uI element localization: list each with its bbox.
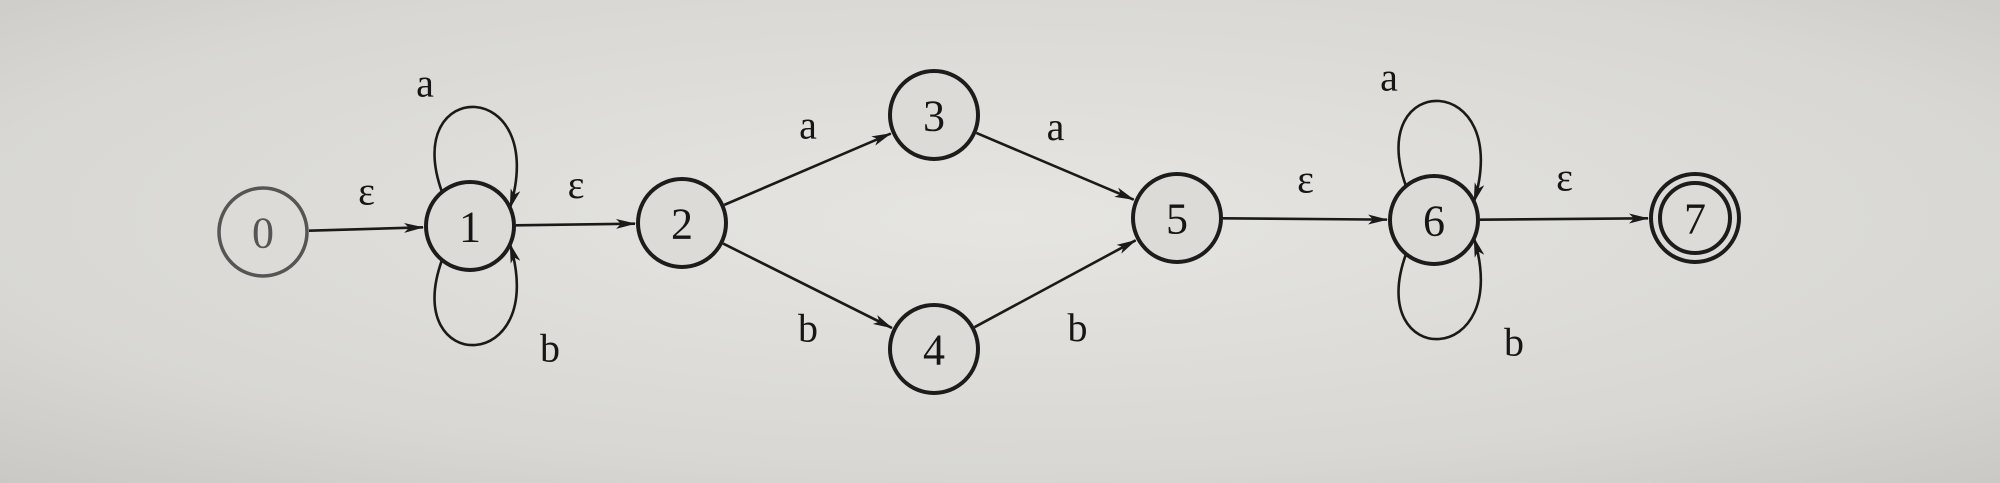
transition-label: b bbox=[540, 326, 560, 371]
state-label: 1 bbox=[459, 203, 481, 252]
transition-label: ε bbox=[358, 169, 375, 214]
transition-5-to-6 bbox=[1222, 214, 1389, 225]
state-circle bbox=[888, 69, 980, 161]
transition-label: ε bbox=[1556, 155, 1573, 200]
state-circle bbox=[1131, 172, 1223, 264]
transition-1-self-a bbox=[433, 105, 521, 209]
state-label: 2 bbox=[671, 200, 693, 249]
state-5: 5 bbox=[1131, 172, 1223, 264]
transition-label: a bbox=[416, 61, 434, 106]
transition-3-to-5 bbox=[975, 131, 1135, 201]
state-label: 0 bbox=[252, 209, 274, 258]
transition-6-self-b bbox=[1397, 237, 1485, 341]
transition-label: b bbox=[1068, 305, 1088, 350]
transition-label: b bbox=[798, 306, 818, 351]
state-2: 2 bbox=[636, 177, 728, 269]
transition-label: a bbox=[1047, 104, 1065, 149]
state-7: 7 bbox=[1649, 172, 1741, 264]
transition-1-self-b bbox=[433, 243, 521, 347]
state-circle bbox=[1388, 174, 1480, 266]
states-layer: 0 1 2 3 4 5 6 7 bbox=[217, 69, 1741, 395]
state-circle bbox=[888, 303, 980, 395]
transition-label: b bbox=[1504, 320, 1524, 365]
transition-label: ε bbox=[1297, 157, 1314, 202]
transitions-layer: ε a b ε a b a b ε a b ε bbox=[308, 55, 1650, 371]
accepting-state-inner-circle bbox=[1658, 181, 1732, 255]
state-1: 1 bbox=[424, 180, 516, 272]
state-0: 0 bbox=[217, 186, 309, 278]
transition-label: a bbox=[799, 103, 817, 148]
transition-6-to-7 bbox=[1479, 213, 1650, 224]
state-4: 4 bbox=[888, 303, 980, 395]
state-circle bbox=[217, 186, 309, 278]
transition-2-to-3 bbox=[723, 132, 892, 207]
state-label: 4 bbox=[923, 326, 945, 375]
transition-4-to-5 bbox=[973, 239, 1137, 329]
state-circle bbox=[636, 177, 728, 269]
transition-label: ε bbox=[568, 162, 585, 207]
state-6: 6 bbox=[1388, 174, 1480, 266]
transition-2-to-4 bbox=[722, 242, 893, 330]
state-label: 3 bbox=[923, 92, 945, 141]
accepting-state-circle bbox=[1649, 172, 1741, 264]
transition-label: a bbox=[1380, 55, 1398, 100]
state-circle bbox=[424, 180, 516, 272]
state-3: 3 bbox=[888, 69, 980, 161]
state-label: 7 bbox=[1684, 195, 1706, 244]
transition-0-to-1 bbox=[308, 222, 425, 233]
state-label: 5 bbox=[1166, 195, 1188, 244]
state-label: 6 bbox=[1423, 197, 1445, 246]
transition-6-self-a bbox=[1397, 99, 1485, 203]
transition-1-to-2 bbox=[515, 218, 637, 229]
